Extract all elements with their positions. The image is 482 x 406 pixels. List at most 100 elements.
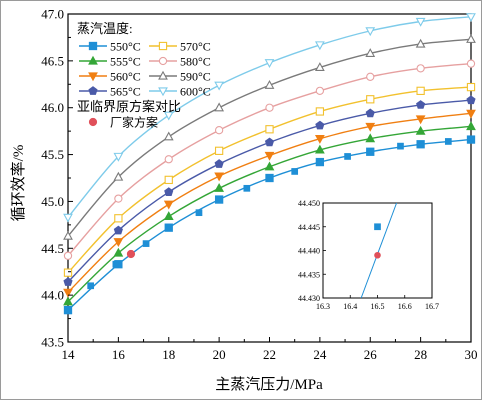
y-tick-label: 47.0 — [41, 7, 64, 22]
data-point-5-4 — [265, 103, 274, 112]
inset-border — [322, 202, 433, 299]
data-point-3-1 — [113, 225, 123, 235]
sparse-point-1 — [112, 260, 120, 268]
legend-subtitle: 亚临界原方案对比 — [77, 99, 181, 114]
inset-y-tick-label: 44.430 — [298, 294, 320, 303]
data-point-1-2 — [163, 211, 174, 221]
data-point-7-8 — [466, 13, 476, 23]
x-tick-label: 24 — [313, 347, 327, 362]
data-point-1-1 — [113, 247, 124, 257]
legend-marker — [158, 70, 168, 80]
data-point-4-6 — [366, 95, 375, 104]
data-point-7-2 — [163, 111, 174, 121]
data-point-4-4 — [265, 125, 274, 134]
legend-marker — [158, 87, 168, 97]
data-point-3-2 — [164, 187, 174, 196]
data-point-2-5 — [314, 135, 325, 144]
data-point-1-3 — [214, 183, 225, 192]
data-point-6-5 — [314, 62, 325, 72]
data-point-3-6 — [365, 108, 375, 118]
data-point-7-0 — [63, 213, 73, 223]
data-point-2-3 — [214, 172, 225, 182]
sparse-point-0 — [87, 282, 95, 290]
data-point-4-5 — [315, 107, 325, 116]
data-point-7-1 — [113, 152, 124, 162]
x-tick-label: 30 — [465, 347, 478, 362]
x-tick-label: 14 — [62, 347, 76, 362]
inset-x-tick-label: 16.6 — [398, 302, 412, 311]
x-tick-label: 22 — [263, 347, 276, 362]
inset-series-line — [360, 202, 398, 299]
y-axis-label: 循环效率/% — [10, 145, 27, 222]
data-point-6-1 — [113, 171, 124, 181]
data-point-0-8 — [466, 135, 476, 144]
data-point-5-3 — [214, 126, 224, 135]
data-point-2-1 — [113, 238, 124, 248]
data-point-1-0 — [63, 296, 73, 306]
data-point-2-4 — [264, 151, 275, 161]
data-point-2-6 — [365, 122, 376, 132]
data-point-7-7 — [415, 17, 426, 27]
legend-marker — [88, 72, 98, 82]
sparse-point-4 — [243, 184, 251, 192]
data-point-5-5 — [315, 86, 325, 95]
data-point-6-3 — [214, 102, 225, 112]
x-tick-label: 20 — [213, 347, 226, 362]
y-tick-label: 45.5 — [41, 147, 64, 162]
data-point-0-0 — [63, 305, 73, 315]
data-point-0-4 — [265, 173, 274, 183]
legend-label: 560°C — [110, 70, 141, 84]
inset-y-tick-label: 44.445 — [298, 223, 320, 232]
data-point-2-8 — [466, 109, 476, 119]
inset-550-point — [374, 223, 381, 231]
legend-marker — [88, 41, 98, 51]
data-point-1-8 — [466, 121, 476, 131]
data-point-6-2 — [163, 131, 174, 141]
sparse-point-2 — [142, 240, 150, 247]
data-point-1-5 — [314, 144, 325, 154]
data-point-7-5 — [314, 41, 325, 51]
data-point-5-7 — [416, 64, 425, 73]
legend-label: 580°C — [180, 55, 211, 69]
legend-label: 565°C — [110, 85, 141, 99]
subcritical-point — [126, 249, 136, 259]
inset-y-tick-label: 44.435 — [298, 270, 320, 279]
sparse-point-3 — [195, 209, 203, 217]
x-tick-label: 18 — [162, 347, 175, 362]
sparse-point-5 — [291, 168, 299, 175]
y-tick-label: 44.0 — [41, 288, 64, 303]
data-point-6-0 — [63, 230, 73, 240]
data-point-0-7 — [416, 140, 425, 149]
x-tick-label: 26 — [364, 347, 378, 362]
data-point-7-4 — [264, 59, 275, 69]
legend-marker — [88, 117, 98, 127]
data-point-5-2 — [164, 155, 173, 164]
legend-marker — [88, 55, 98, 65]
data-point-6-6 — [365, 48, 376, 57]
legend-label: 600°C — [180, 85, 211, 99]
legend-label: 570°C — [180, 40, 211, 54]
data-point-6-8 — [466, 34, 476, 43]
axes: 14 16 18 20 22 24 26 28 30 43.5 44.0 44.5 45.0 45.5 46… — [41, 7, 477, 363]
data-point-3-4 — [264, 137, 275, 147]
legend-label: 550°C — [110, 40, 141, 54]
data-point-3-5 — [315, 120, 325, 130]
x-tick-label: 28 — [414, 347, 427, 362]
y-tick-label: 43.5 — [41, 335, 64, 350]
sparse-point-6 — [344, 153, 351, 160]
inset-x-tick-label: 16.4 — [343, 302, 357, 311]
data-point-4-7 — [416, 86, 425, 95]
sparse-point-7 — [397, 142, 404, 150]
sparse-point-8 — [444, 138, 452, 145]
data-point-5-0 — [63, 251, 73, 260]
data-point-0-5 — [315, 157, 325, 167]
data-point-7-6 — [365, 27, 376, 37]
data-point-0-3 — [214, 195, 224, 204]
data-point-5-6 — [366, 72, 375, 81]
x-axis-label: 主蒸汽压力/MPa — [215, 376, 323, 393]
data-point-5-1 — [114, 194, 123, 203]
legend-marker — [158, 41, 168, 51]
